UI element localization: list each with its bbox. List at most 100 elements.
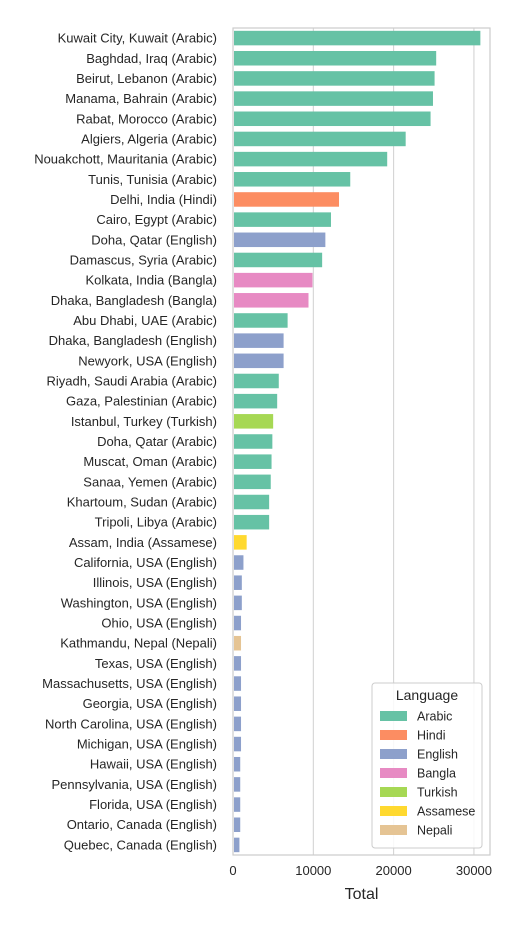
y-tick-label-massachusetts-usa-english: Massachusetts, USA (English) [42,676,217,691]
bar-kuwait-city-kuwait-arabic [234,30,481,46]
y-tick-label-tunis-tunisia-arabic: Tunis, Tunisia (Arabic) [88,172,217,187]
y-tick-label-ontario-canada-english: Ontario, Canada (English) [67,817,217,832]
legend-swatch-bangla [380,768,407,778]
legend-swatch-english [380,749,407,759]
bar-algiers-algeria-arabic [234,131,406,147]
bar-doha-qatar-arabic [234,434,273,449]
bar-tripoli-libya-arabic [234,514,270,530]
y-tick-label-florida-usa-english: Florida, USA (English) [89,797,217,812]
y-tick-label-ohio-usa-english: Ohio, USA (English) [101,616,217,631]
bar-kathmandu-nepal-nepali [234,635,242,651]
bar-hawaii-usa-english [234,756,241,772]
legend-swatch-hindi [380,730,407,740]
y-tick-label-texas-usa-english: Texas, USA (English) [95,656,217,671]
bar-riyadh-saudi-arabia-arabic [234,373,279,389]
y-tick-labels: Kuwait City, Kuwait (Arabic) Baghdad, Ira… [34,31,217,853]
y-tick-label-manama-bahrain-arabic: Manama, Bahrain (Arabic) [65,91,217,106]
bar-kolkata-india-bangla [234,272,313,288]
bar-illinois-usa-english [234,575,242,590]
bar-istanbul-turkey-turkish [234,414,274,429]
bar-beirut-lebanon-arabic [234,71,435,86]
bar-tunis-tunisia-arabic [234,172,351,187]
y-tick-label-newyork-usa-english: Newyork, USA (English) [78,353,217,368]
bar-doha-qatar-english [234,232,326,248]
y-tick-label-kathmandu-nepal-nepali: Kathmandu, Nepal (Nepali) [60,636,217,651]
legend-label-arabic: Arabic [417,710,452,724]
bar-baghdad-iraq-arabic [234,50,437,66]
x-tick-labels: 0 10000 20000 30000 [229,863,492,878]
bar-muscat-oman-arabic [234,454,272,469]
bar-washington-usa-english [234,595,242,611]
bar-damascus-syria-arabic [234,252,323,268]
legend-label-bangla: Bangla [417,767,456,781]
legend-label-nepali: Nepali [417,824,452,838]
y-tick-label-doha-qatar-english: Doha, Qatar (English) [91,232,217,247]
bar-north-carolina-usa-english [234,716,242,732]
y-tick-label-sanaa-yemen-arabic: Sanaa, Yemen (Arabic) [83,474,217,489]
y-tick-label-abu-dhabi-uae-arabic: Abu Dhabi, UAE (Arabic) [73,313,217,328]
legend-title: Language [396,687,459,703]
legend-label-english: English [417,748,458,762]
bar-assam-india-assamese [234,535,247,550]
bar-georgia-usa-english [234,696,242,711]
bar-newyork-usa-english [234,353,284,369]
legend-label-turkish: Turkish [417,786,458,800]
bar-massachusetts-usa-english [234,676,242,691]
y-tick-label-khartoum-sudan-arabic: Khartoum, Sudan (Arabic) [67,495,217,510]
bars [234,30,481,853]
y-tick-label-illinois-usa-english: Illinois, USA (English) [93,575,217,590]
y-tick-label-washington-usa-english: Washington, USA (English) [61,595,217,610]
y-tick-label-delhi-india-hindi: Delhi, India (Hindi) [110,192,217,207]
bar-nouakchott-mauritania-arabic [234,151,388,167]
bar-manama-bahrain-arabic [234,91,433,106]
y-tick-label-kuwait-city-kuwait-arabic: Kuwait City, Kuwait (Arabic) [58,31,217,46]
y-tick-label-georgia-usa-english: Georgia, USA (English) [83,696,217,711]
y-tick-label-doha-qatar-arabic: Doha, Qatar (Arabic) [97,434,217,449]
x-tick-label-0: 0 [229,863,236,878]
legend-swatch-turkish [380,787,407,797]
bar-texas-usa-english [234,656,242,671]
y-tick-label-pennsylvania-usa-english: Pennsylvania, USA (English) [52,777,217,792]
bar-abu-dhabi-uae-arabic [234,313,288,328]
legend: Language Arabic Hindi English Bangla Turkish… [371,682,483,849]
x-tick-label-20000: 20000 [376,863,412,878]
bar-ohio-usa-english [234,615,242,631]
bar-california-usa-english [234,555,244,570]
y-tick-label-rabat-morocco-arabic: Rabat, Morocco (Arabic) [76,111,217,126]
bar-dhaka-bangladesh-bangla [234,293,309,308]
y-tick-label-dhaka-bangladesh-bangla: Dhaka, Bangladesh (Bangla) [51,293,217,308]
y-tick-label-istanbul-turkey-turkish: Istanbul, Turkey (Turkish) [71,414,217,429]
y-tick-label-algiers-algeria-arabic: Algiers, Algeria (Arabic) [81,131,217,146]
bar-gaza-palestinian-arabic [234,393,278,409]
y-tick-label-nouakchott-mauritania-arabic: Nouakchott, Mauritania (Arabic) [34,152,217,167]
plot-frame [232,27,491,856]
legend-label-hindi: Hindi [417,729,446,743]
y-tick-label-hawaii-usa-english: Hawaii, USA (English) [90,757,217,772]
bar-pennsylvania-usa-english [234,777,241,792]
y-tick-label-gaza-palestinian-arabic: Gaza, Palestinian (Arabic) [66,394,217,409]
legend-swatch-assamese [380,806,407,816]
x-tick-label-30000: 30000 [456,863,492,878]
bar-ontario-canada-english [234,817,241,833]
y-tick-label-dhaka-bangladesh-english: Dhaka, Bangladesh (English) [49,333,217,348]
x-axis-title: Total [345,886,379,903]
y-tick-label-kolkata-india-bangla: Kolkata, India (Bangla) [85,273,217,288]
bar-sanaa-yemen-arabic [234,474,271,490]
x-tick-label-10000: 10000 [295,863,331,878]
y-tick-label-cairo-egypt-arabic: Cairo, Egypt (Arabic) [96,212,217,227]
bar-dhaka-bangladesh-english [234,333,284,348]
legend-swatch-nepali [380,825,407,835]
legend-swatch-arabic [380,711,407,721]
y-tick-label-california-usa-english: California, USA (English) [74,555,217,570]
bar-khartoum-sudan-arabic [234,494,270,510]
y-tick-label-baghdad-iraq-arabic: Baghdad, Iraq (Arabic) [86,51,217,66]
y-tick-label-damascus-syria-arabic: Damascus, Syria (Arabic) [70,252,217,267]
bar-florida-usa-english [234,797,241,812]
bar-delhi-india-hindi [234,192,340,207]
bar-michigan-usa-english [234,736,242,752]
legend-label-assamese: Assamese [417,805,475,819]
bar-cairo-egypt-arabic [234,212,331,227]
y-tick-label-north-carolina-usa-english: North Carolina, USA (English) [45,716,217,731]
